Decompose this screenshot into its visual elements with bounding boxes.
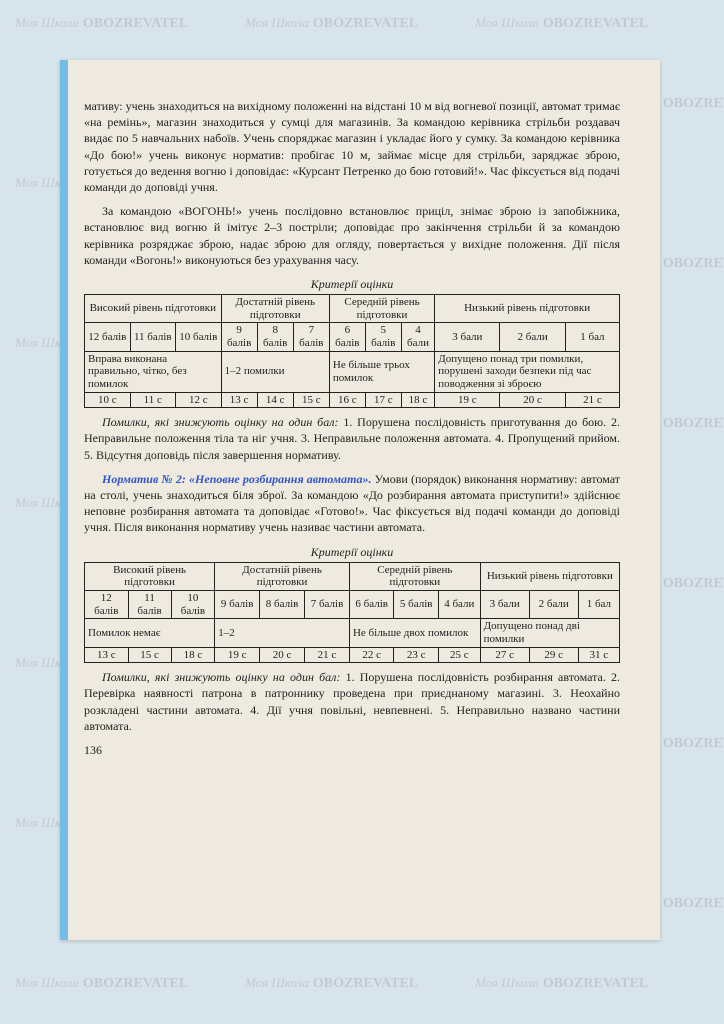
t2-score-4: 8 балів <box>260 590 305 618</box>
criteria-table-1: Високий рівень підготовки Достатній ріве… <box>84 294 620 408</box>
t2-time-10: 29 с <box>529 647 578 663</box>
t2-score-2: 10 балів <box>171 590 215 618</box>
t2-time-4: 20 с <box>260 647 305 663</box>
t2-desc-high: Помилок немає <box>85 619 215 647</box>
t2-header-low: Низький рівень підготовки <box>480 562 619 590</box>
t1-score-7: 5 балів <box>365 323 401 351</box>
t2-score-11: 1 бал <box>578 590 619 618</box>
t1-score-2: 10 балів <box>175 323 221 351</box>
t1-desc-high: Вправа виконана правильно, чітко, без по… <box>85 351 222 392</box>
t2-time-9: 27 с <box>480 647 529 663</box>
t2-time-8: 25 с <box>438 647 480 663</box>
t2-score-8: 4 бали <box>438 590 480 618</box>
t2-desc-good: 1–2 <box>215 619 350 647</box>
errors2-label: Помилки, які знижують оцінку на один бал… <box>102 670 340 684</box>
t2-time-2: 18 с <box>171 647 215 663</box>
table1-caption: Критерії оцінки <box>84 276 620 292</box>
t1-score-8: 4 бали <box>401 323 434 351</box>
t1-desc-good: 1–2 помилки <box>221 351 329 392</box>
t1-score-10: 2 бали <box>500 323 565 351</box>
errors-note-1: Помилки, які знижують оцінку на один бал… <box>84 414 620 463</box>
t1-score-4: 8 балів <box>257 323 293 351</box>
t1-time-3: 13 с <box>221 392 257 408</box>
t1-time-11: 21 с <box>565 392 619 408</box>
table2-caption: Критерії оцінки <box>84 544 620 560</box>
t1-time-7: 17 с <box>365 392 401 408</box>
t2-header-good: Достатній рівень підготовки <box>215 562 350 590</box>
watermark: Моя ШколаOBOZREVATEL <box>15 975 188 992</box>
t1-time-4: 14 с <box>257 392 293 408</box>
t1-time-6: 16 с <box>329 392 365 408</box>
t2-score-7: 5 балів <box>394 590 438 618</box>
t1-time-5: 15 с <box>293 392 329 408</box>
t1-score-0: 12 балів <box>85 323 131 351</box>
t1-score-5: 7 балів <box>293 323 329 351</box>
t2-score-1: 11 балів <box>128 590 171 618</box>
t1-score-6: 6 балів <box>329 323 365 351</box>
t1-time-9: 19 с <box>435 392 500 408</box>
t1-score-3: 9 балів <box>221 323 257 351</box>
t2-score-3: 9 балів <box>215 590 260 618</box>
norm2-title: Норматив № 2: «Неповне розбирання автома… <box>102 472 371 486</box>
errors1-label: Помилки, які знижують оцінку на один бал… <box>102 415 338 429</box>
t2-time-5: 21 с <box>305 647 350 663</box>
t2-score-5: 7 балів <box>305 590 350 618</box>
t1-header-good: Достатній рівень підготовки <box>221 295 329 323</box>
t2-score-9: 3 бали <box>480 590 529 618</box>
t1-score-1: 11 балів <box>130 323 175 351</box>
t1-score-9: 3 бали <box>435 323 500 351</box>
watermark: Моя ШколаOBOZREVATEL <box>15 15 188 32</box>
t1-desc-mid: Не більше трьох помилок <box>329 351 434 392</box>
t2-desc-low: Допущено понад дві помилки <box>480 619 619 647</box>
paragraph-2: За командою «ВОГОНЬ!» учень послідовно в… <box>84 203 620 268</box>
t1-time-10: 20 с <box>500 392 565 408</box>
t2-header-high: Високий рівень підготовки <box>85 562 215 590</box>
watermark: Моя ШколаOBOZREVATEL <box>475 15 648 32</box>
norm2-para: Норматив № 2: «Неповне розбирання автома… <box>84 471 620 536</box>
t2-time-0: 13 с <box>85 647 129 663</box>
t2-time-6: 22 с <box>349 647 393 663</box>
paragraph-1: мативу: учень знаходиться на вихідному п… <box>84 98 620 195</box>
t1-time-8: 18 с <box>401 392 434 408</box>
t2-time-7: 23 с <box>394 647 438 663</box>
t2-time-11: 31 с <box>578 647 619 663</box>
t1-time-2: 12 с <box>175 392 221 408</box>
t1-header-mid: Середній рівень підготовки <box>329 295 434 323</box>
textbook-page: мативу: учень знаходиться на вихідному п… <box>60 60 660 940</box>
criteria-table-2: Високий рівень підготовки Достатній ріве… <box>84 562 620 663</box>
t2-score-0: 12 балів <box>85 590 129 618</box>
t2-desc-mid: Не більше двох помилок <box>349 619 480 647</box>
t2-time-3: 19 с <box>215 647 260 663</box>
errors-note-2: Помилки, які знижують оцінку на один бал… <box>84 669 620 734</box>
watermark: Моя ШколаOBOZREVATEL <box>245 15 418 32</box>
t1-score-11: 1 бал <box>565 323 619 351</box>
page-number: 136 <box>84 742 620 758</box>
t2-score-6: 6 балів <box>349 590 393 618</box>
t1-header-low: Низький рівень підготовки <box>435 295 620 323</box>
t2-time-1: 15 с <box>128 647 171 663</box>
watermark: Моя ШколаOBOZREVATEL <box>475 975 648 992</box>
t1-time-0: 10 с <box>85 392 131 408</box>
t1-desc-low: Допущено понад три помилки, порушені зах… <box>435 351 620 392</box>
watermark: Моя ШколаOBOZREVATEL <box>245 975 418 992</box>
t2-header-mid: Середній рівень підготовки <box>349 562 480 590</box>
t1-header-high: Високий рівень підготовки <box>85 295 222 323</box>
t1-time-1: 11 с <box>130 392 175 408</box>
t2-score-10: 2 бали <box>529 590 578 618</box>
